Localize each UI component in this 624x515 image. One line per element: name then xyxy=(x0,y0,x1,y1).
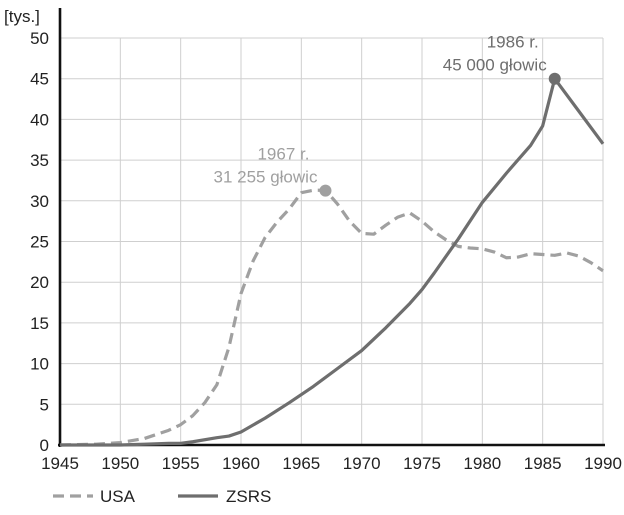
y-tick-label-20: 20 xyxy=(30,273,49,292)
y-tick-label-45: 45 xyxy=(30,70,49,89)
grid xyxy=(60,37,604,445)
x-tick-label-1985: 1985 xyxy=(524,454,562,473)
x-tick-label-1955: 1955 xyxy=(162,454,200,473)
y-tick-label-15: 15 xyxy=(30,314,49,333)
peak-marker-usa xyxy=(319,184,332,197)
annotations: 1967 r. 31 255 głowic 1986 r. 45 000 głowic xyxy=(213,33,561,197)
series-line-usa xyxy=(59,188,604,447)
x-tick-label-1980: 1980 xyxy=(463,454,501,473)
y-tick-label-25: 25 xyxy=(30,233,49,252)
series-line-zsrs xyxy=(60,77,605,447)
y-tick-label-5: 5 xyxy=(40,395,49,414)
x-tick-label-1950: 1950 xyxy=(101,454,139,473)
x-tick-label-1965: 1965 xyxy=(282,454,320,473)
legend-label-usa: USA xyxy=(100,487,136,506)
y-tick-label-35: 35 xyxy=(30,151,49,170)
y-tick-label-30: 30 xyxy=(30,192,49,211)
peak-label-count-usa: 31 255 głowic xyxy=(213,168,317,187)
x-tick-label-1990: 1990 xyxy=(584,454,622,473)
x-tick-label-1970: 1970 xyxy=(343,454,381,473)
y-tick-label-50: 50 xyxy=(30,29,49,48)
legend: USA ZSRS xyxy=(53,487,271,506)
peak-label-year-zsrs: 1986 r. xyxy=(487,33,539,52)
legend-label-zsrs: ZSRS xyxy=(226,487,271,506)
peak-marker-zsrs xyxy=(548,72,561,85)
y-unit-label: [tys.] xyxy=(4,7,40,26)
x-tick-label-1945: 1945 xyxy=(41,454,79,473)
y-tick-label-40: 40 xyxy=(30,110,49,129)
series xyxy=(59,77,605,447)
x-tick-label-1975: 1975 xyxy=(403,454,441,473)
axes: 0 5 10 15 20 25 30 35 40 45 50 1945 1950 1955 1960 1965… xyxy=(4,7,622,473)
y-tick-label-0: 0 xyxy=(40,436,49,455)
y-tick-label-10: 10 xyxy=(30,355,49,374)
peak-label-count-zsrs: 45 000 głowic xyxy=(443,56,547,75)
x-tick-label-1960: 1960 xyxy=(222,454,260,473)
peak-label-year-usa: 1967 r. xyxy=(257,145,309,164)
